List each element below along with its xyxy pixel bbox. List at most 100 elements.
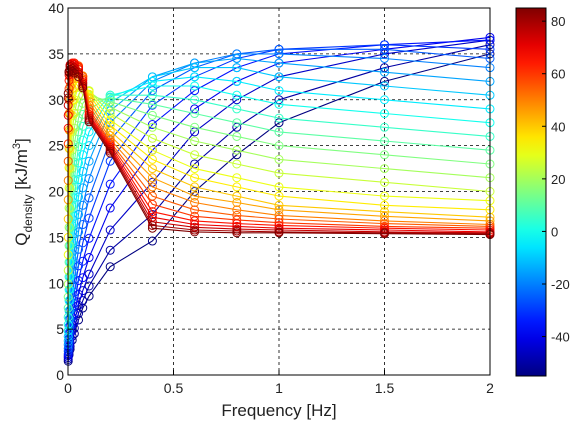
data-point-marker — [74, 72, 84, 82]
data-point-marker — [147, 220, 157, 230]
y-tick-label: 35 — [48, 46, 64, 62]
series-line — [67, 57, 491, 342]
data-point-marker — [190, 72, 200, 82]
data-point-marker — [232, 159, 242, 169]
data-point-marker — [78, 200, 88, 210]
x-tick-label: 1 — [275, 380, 283, 396]
data-point-marker — [105, 148, 115, 158]
data-point-marker — [232, 53, 242, 63]
data-point-marker — [84, 213, 94, 223]
data-point-marker — [78, 183, 88, 193]
colorbar — [515, 7, 547, 377]
data-point-marker — [147, 81, 157, 91]
data-point-marker — [105, 225, 115, 235]
data-point-marker — [147, 90, 157, 100]
y-tick-label: 5 — [56, 321, 64, 337]
data-point-marker — [78, 150, 88, 160]
data-point-marker — [232, 228, 242, 238]
y-axis-label-unit: [kJ/m — [12, 149, 31, 194]
data-point-marker — [232, 131, 242, 141]
data-point-marker — [274, 118, 284, 128]
colorbar-tick-label: 80 — [551, 14, 565, 29]
data-point-marker — [78, 135, 88, 145]
data-point-marker — [105, 262, 115, 272]
data-point-marker — [232, 219, 242, 229]
data-point-marker — [232, 191, 242, 201]
y-axis-label-superscript: 3 — [11, 143, 23, 149]
data-point-marker — [380, 40, 389, 50]
data-point-marker — [274, 168, 284, 178]
y-axis-label-subscript: density — [21, 194, 35, 232]
y-tick-label: 30 — [48, 92, 64, 108]
data-point-marker — [105, 109, 115, 119]
data-point-marker — [190, 136, 200, 146]
data-point-marker — [147, 199, 157, 209]
colorbar-tick-label: -40 — [551, 330, 570, 345]
data-point-marker — [274, 154, 284, 164]
data-point-marker — [190, 220, 200, 230]
colorbar-tick-label: 60 — [551, 67, 565, 82]
y-tick-label: 20 — [48, 184, 64, 200]
data-point-marker — [190, 173, 200, 183]
series-line — [67, 53, 491, 345]
data-point-marker — [232, 63, 242, 73]
data-point-marker — [78, 166, 88, 176]
data-point-marker — [190, 63, 200, 73]
data-point-marker — [274, 191, 284, 201]
data-point-marker — [232, 205, 242, 215]
data-point-marker — [232, 173, 242, 183]
data-point-marker — [190, 222, 200, 232]
data-point-marker — [274, 205, 284, 215]
data-point-marker — [84, 233, 94, 243]
data-point-marker — [380, 76, 389, 86]
data-point-marker — [380, 229, 389, 239]
data-point-marker — [147, 99, 157, 109]
colorbar-tick-label: 0 — [551, 224, 558, 239]
data-point-marker — [105, 245, 115, 255]
data-point-marker — [147, 223, 157, 233]
data-point-marker — [190, 109, 200, 119]
data-point-marker — [147, 173, 157, 183]
data-point-marker — [190, 81, 200, 91]
data-point-marker — [105, 97, 115, 107]
data-point-marker — [380, 44, 389, 54]
data-point-marker — [274, 220, 284, 230]
y-axis-label-close: ] — [12, 138, 31, 143]
data-point-marker — [232, 182, 242, 192]
data-point-marker — [232, 122, 242, 132]
data-point-marker — [380, 177, 389, 187]
data-point-marker — [380, 211, 389, 221]
data-point-marker — [274, 99, 284, 109]
series-line — [67, 68, 491, 236]
data-point-marker — [147, 182, 157, 192]
data-point-marker — [380, 150, 389, 160]
data-point-marker — [232, 90, 242, 100]
data-series-group — [63, 32, 495, 366]
data-point-marker — [274, 228, 284, 238]
data-point-marker — [147, 110, 157, 120]
x-tick-label: 2 — [486, 380, 494, 396]
x-axis-label: Frequency [Hz] — [221, 401, 336, 420]
data-point-marker — [274, 113, 284, 123]
x-tick-label: 0.5 — [164, 380, 184, 396]
data-point-marker — [380, 164, 389, 174]
data-point-marker — [190, 150, 200, 160]
data-point-marker — [274, 141, 284, 151]
data-point-marker — [380, 95, 389, 105]
data-point-marker — [380, 207, 389, 217]
data-point-marker — [190, 182, 200, 192]
data-point-marker — [147, 72, 157, 82]
data-point-marker — [380, 49, 389, 59]
data-point-marker — [147, 236, 157, 246]
y-axis-label-main: Q — [12, 233, 31, 246]
data-point-marker — [232, 76, 242, 86]
x-tick-label: 0 — [64, 380, 72, 396]
data-point-marker — [74, 101, 84, 111]
y-axis-label: Qdensity [kJ/m3] — [11, 138, 35, 245]
data-point-marker — [232, 104, 242, 114]
data-point-marker — [232, 198, 242, 208]
y-tick-label: 10 — [48, 275, 64, 291]
data-point-marker — [190, 122, 200, 132]
